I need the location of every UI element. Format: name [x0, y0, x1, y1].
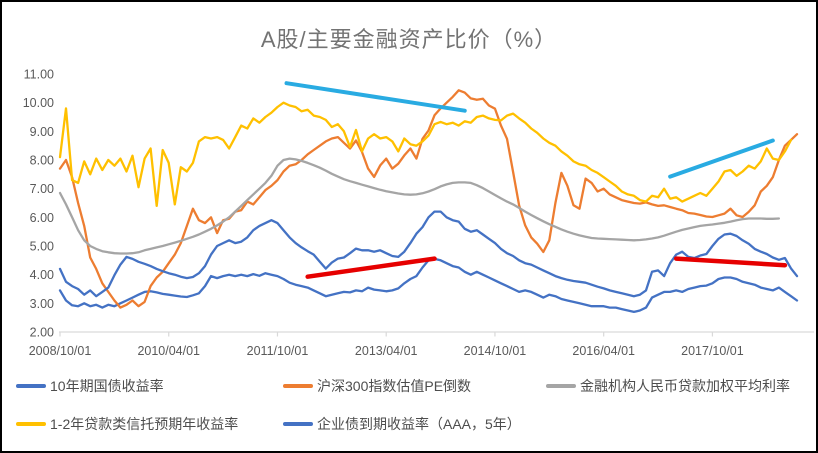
legend-item-loan-weighted-rate: 金融机构人民币贷款加权平均利率 [546, 377, 790, 395]
trendline-red-down-2017-2018 [673, 256, 788, 268]
legend-swatch-yellow [16, 422, 46, 426]
x-tick-label: 2016/04/01 [572, 344, 635, 358]
trendline-cyan-up-2017-2018 [668, 138, 775, 179]
legend-label: 金融机构人民币贷款加权平均利率 [580, 378, 790, 394]
y-tick-label: 10.00 [23, 96, 54, 110]
series-line-0 [58, 257, 799, 314]
legend-label: 1-2年贷款类信托预期年收益率 [50, 416, 239, 432]
legend-item-csi300-inverse-pe: 沪深300指数估值PE倒数 [283, 377, 471, 395]
trendline-cyan-down-2011-2014 [284, 81, 467, 113]
legend-item-trust-yield: 1-2年贷款类信托预期年收益率 [16, 415, 238, 433]
y-tick-label: 5.00 [30, 240, 54, 254]
series-line-3 [58, 101, 793, 208]
y-tick-label: 3.00 [30, 297, 54, 311]
y-tick-label: 4.00 [30, 268, 54, 282]
legend-label: 沪深300指数估值PE倒数 [317, 378, 472, 394]
x-tick-label: 2013/04/01 [355, 344, 418, 358]
legend-swatch-orange [283, 384, 313, 388]
legend-item-10y-treasury: 10年期国债收益率 [16, 377, 164, 395]
x-tick-label: 2011/10/01 [247, 344, 309, 358]
series-line-2 [58, 157, 781, 255]
x-tick-label: 2017/10/01 [681, 344, 744, 358]
y-tick-label: 8.00 [30, 154, 54, 168]
chart-title: A股/主要金融资产比价（%） [260, 27, 558, 52]
y-tick-label: 9.00 [30, 125, 54, 139]
x-tick-label: 2014/10/01 [464, 344, 527, 358]
x-tick-label: 2010/04/01 [137, 344, 200, 358]
legend-swatch-blue [16, 384, 46, 388]
y-tick-label: 6.00 [30, 211, 54, 225]
x-tick-label: 2008/10/01 [29, 344, 92, 358]
legend-label: 10年期国债收益率 [50, 378, 164, 394]
y-tick-label: 11.00 [24, 68, 54, 82]
legend-item-corp-bond-yield: 企业债到期收益率（AAA，5年） [283, 415, 521, 433]
series-line-1 [58, 89, 799, 309]
series-line-4 [58, 210, 799, 298]
legend-label: 企业债到期收益率（AAA，5年） [317, 416, 521, 432]
legend-swatch-gray [546, 384, 576, 388]
y-tick-label: 7.00 [30, 182, 54, 196]
trendline-red-up-2012-2013 [305, 256, 437, 279]
legend-swatch-blue2 [283, 422, 313, 426]
y-tick-label: 2.00 [30, 326, 54, 340]
